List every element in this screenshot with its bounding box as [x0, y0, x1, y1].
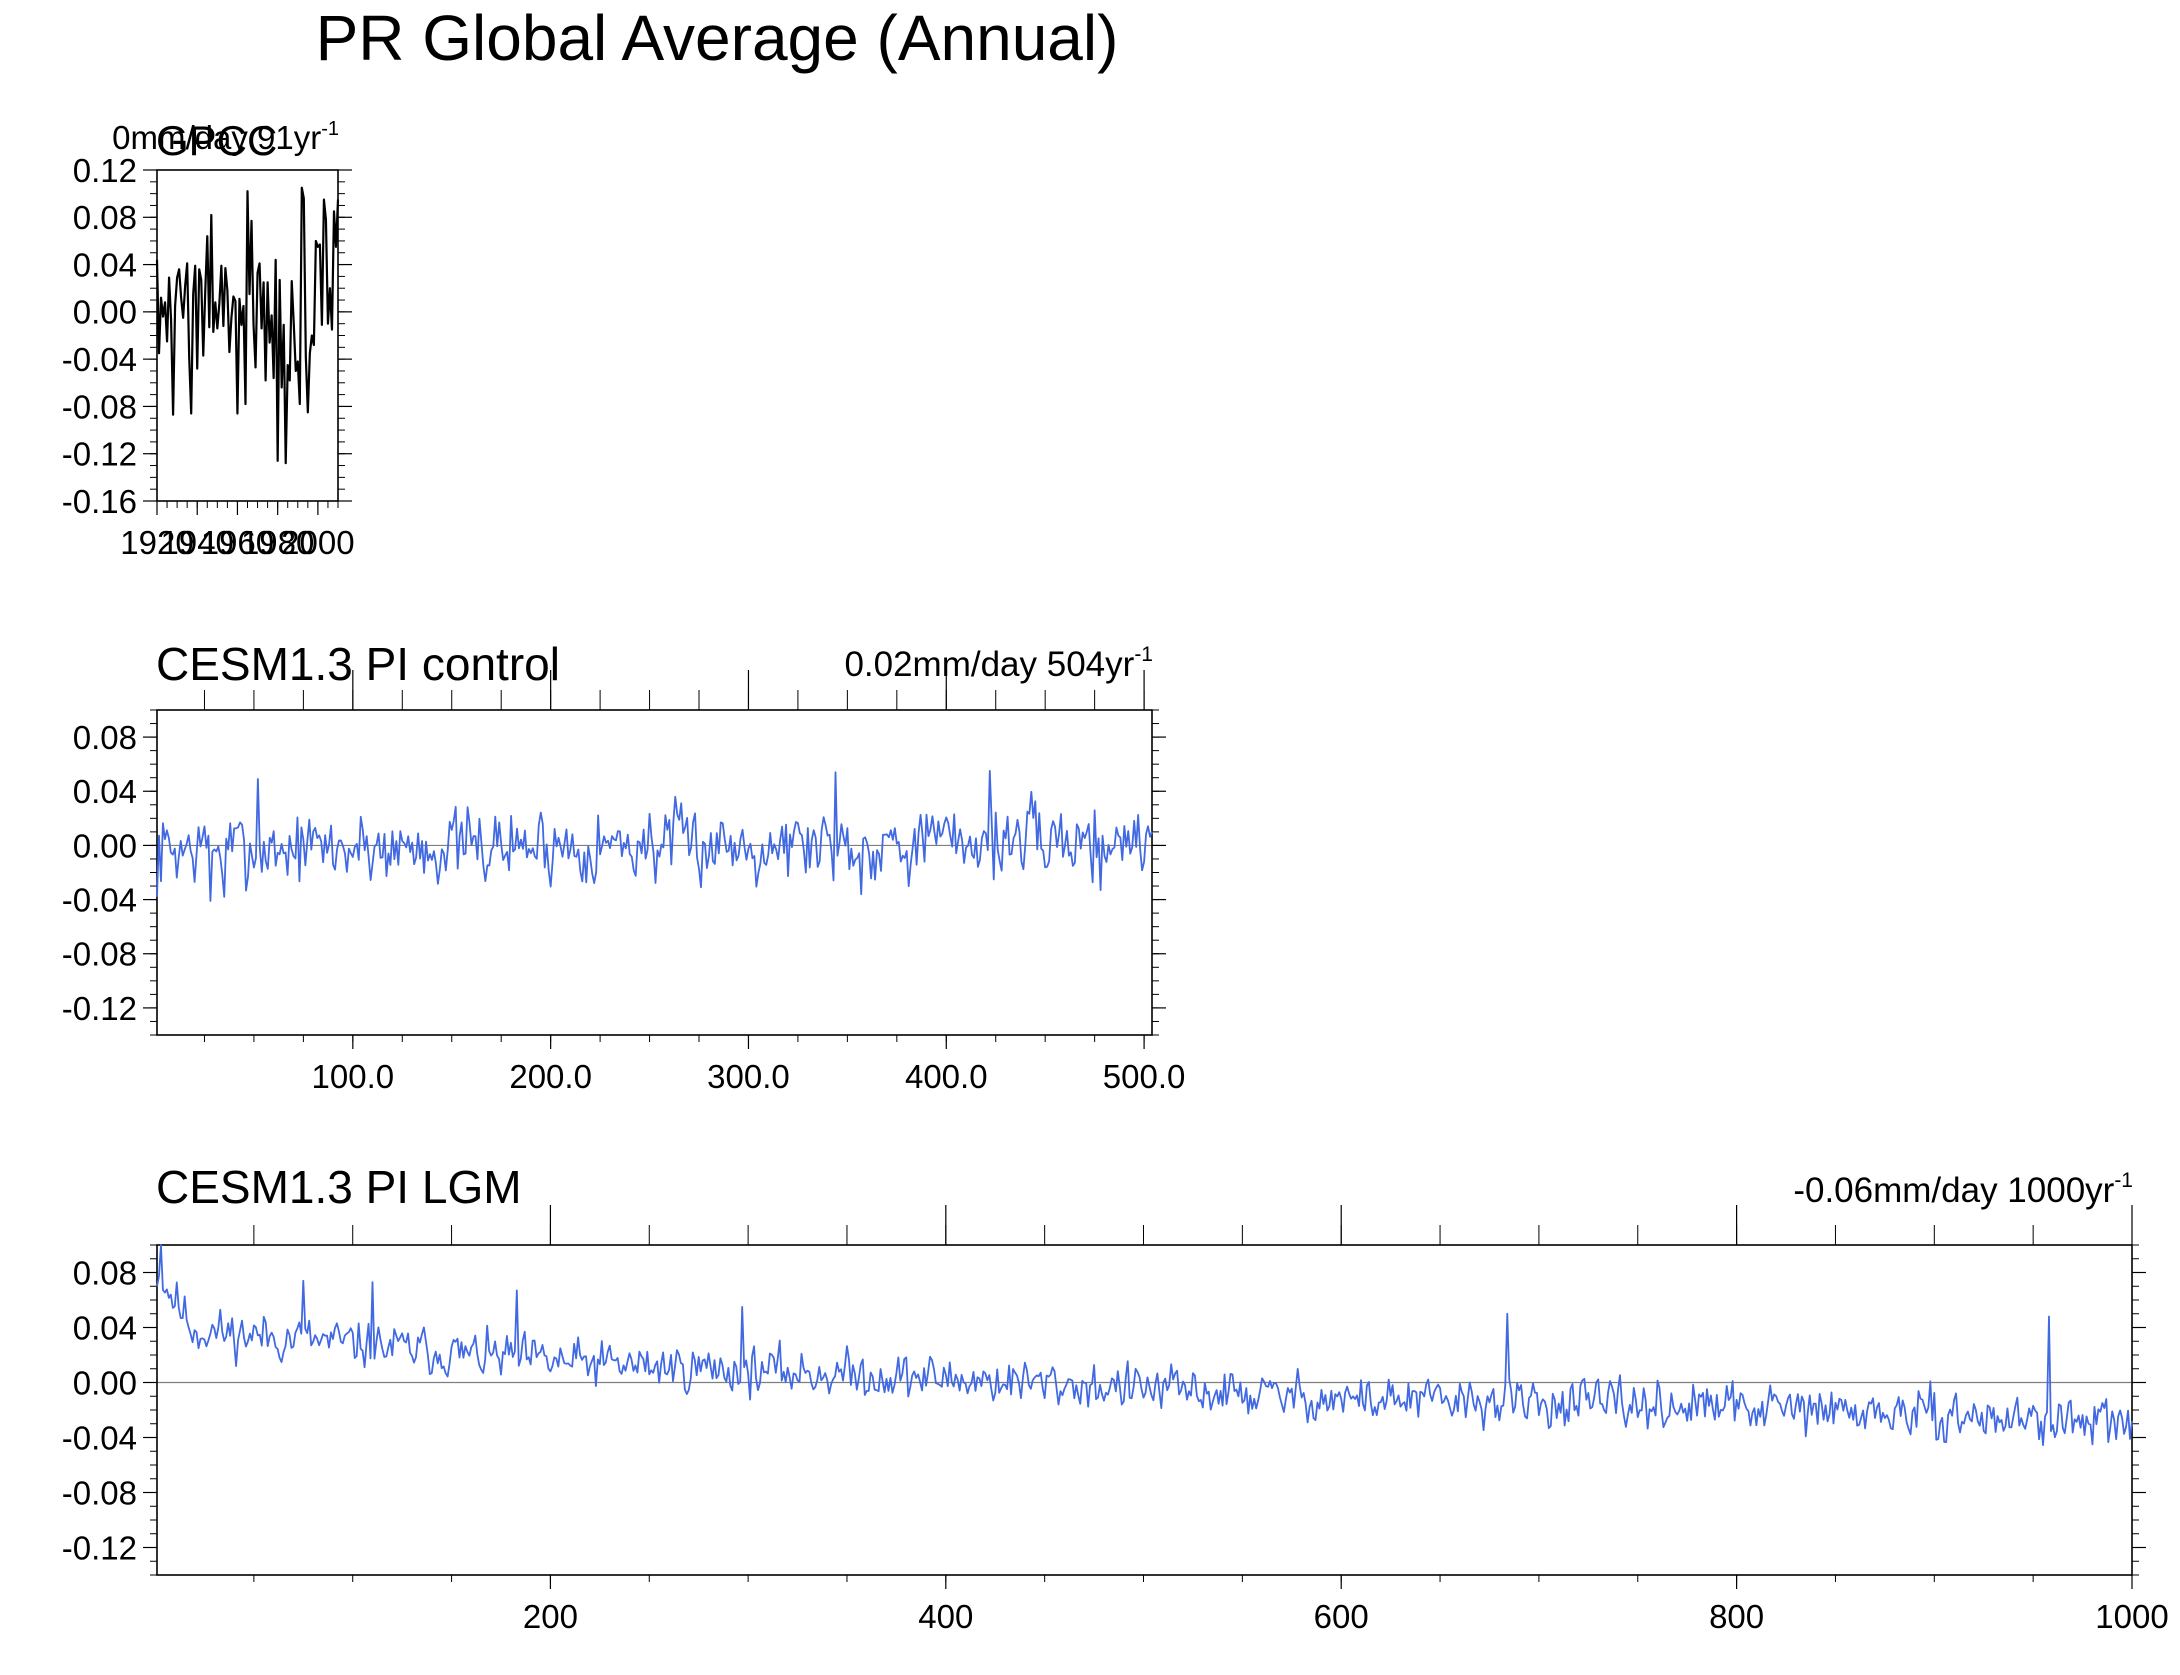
- y-tick-label: -0.12: [62, 990, 137, 1027]
- plot-frame: [156, 1244, 2133, 1576]
- series-layer: [155, 186, 340, 465]
- series-line-0: [156, 770, 1153, 902]
- annotation-text: 0.02mm/day 504yr: [844, 645, 1134, 684]
- y-tick-label: 0.08: [73, 719, 137, 756]
- x-tick-label: 200: [523, 1598, 578, 1635]
- series-line-0: [156, 1244, 2133, 1446]
- axes: 0.08 0.04 0.00 -0.04 -0.08 -0.12 200 400 600 800 1…: [62, 1205, 2169, 1635]
- y-tick-label: 0.04: [73, 1309, 137, 1346]
- y-tick-label: -0.08: [62, 1474, 137, 1511]
- x-tick-label: 800: [1709, 1598, 1764, 1635]
- x-tick-label: 200.0: [509, 1058, 592, 1095]
- axes: 0.08 0.04 0.00 -0.04 -0.08 -0.12 100.0 200.0 300…: [62, 670, 1186, 1095]
- figure-title: PR Global Average (Annual): [316, 2, 1119, 74]
- x-tick-label: 1920: [120, 524, 193, 561]
- panel-annotation: -0.06mm/day 1000yr-1: [1793, 1169, 2133, 1210]
- y-tick-label: 0.08: [73, 199, 137, 236]
- annotation-superscript: -1: [321, 118, 339, 140]
- y-tick-label: -0.04: [62, 881, 137, 918]
- panel-title: CESM1.3 PI control: [156, 638, 560, 690]
- x-tick-label: 500.0: [1103, 1058, 1186, 1095]
- chart-panel-pi-lgm: CESM1.3 PI LGM -0.06mm/day 1000yr-1 0.08…: [62, 1161, 2169, 1635]
- x-tick-label: 400: [918, 1598, 973, 1635]
- y-tick-label: 0.12: [73, 152, 137, 189]
- y-tick-label: -0.16: [62, 483, 137, 520]
- annotation-superscript: -1: [1134, 643, 1153, 666]
- series-line-0: [155, 186, 340, 465]
- y-tick-label: -0.12: [62, 1529, 137, 1566]
- y-tick-label: 0.00: [73, 1364, 137, 1401]
- axes: 0.12 0.08 0.04 0.00 -0.04 -0.08 -0.12 -0.16 1920…: [62, 152, 355, 561]
- annotation-text: 0mm/day 91yr: [112, 119, 321, 156]
- y-tick-label: 0.04: [73, 773, 137, 810]
- y-tick-label: 0.00: [73, 294, 137, 331]
- x-tick-label: 2000: [281, 524, 354, 561]
- y-tick-label: 0.04: [73, 246, 137, 283]
- x-tick-label: 1940: [161, 524, 234, 561]
- plot-frame: [156, 169, 339, 502]
- y-tick-label: 0.08: [73, 1254, 137, 1291]
- y-tick-label: -0.08: [62, 936, 137, 973]
- y-tick-label: -0.08: [62, 388, 137, 425]
- annotation-text: -0.06mm/day 1000yr: [1793, 1171, 2114, 1210]
- panel-annotation: 0.02mm/day 504yr-1: [844, 643, 1153, 684]
- annotation-superscript: -1: [2114, 1169, 2133, 1192]
- y-tick-label: 0.00: [73, 827, 137, 864]
- panel-annotation: 0mm/day 91yr-1: [112, 118, 339, 156]
- x-tick-label: 1000: [2095, 1598, 2168, 1635]
- x-tick-label: 300.0: [707, 1058, 790, 1095]
- panel-title: CESM1.3 PI LGM: [156, 1161, 522, 1213]
- chart-panel-pi-control: CESM1.3 PI control 0.02mm/day 504yr-1 0.…: [62, 638, 1186, 1095]
- series-layer: [156, 1244, 2133, 1446]
- y-tick-label: -0.12: [62, 436, 137, 473]
- y-tick-label: -0.04: [62, 1419, 137, 1456]
- x-tick-label: 400.0: [905, 1058, 988, 1095]
- y-tick-label: -0.04: [62, 341, 137, 378]
- x-tick-label: 600: [1314, 1598, 1369, 1635]
- x-tick-label: 1960: [201, 524, 274, 561]
- series-layer: [156, 770, 1153, 902]
- chart-panel-gpcc: GPCC 0mm/day 91yr-1 0.12 0.08 0.04 0.00 -0.0…: [62, 117, 355, 561]
- x-tick-label: 100.0: [312, 1058, 395, 1095]
- panel-title: GPCC: [156, 117, 277, 164]
- x-tick-label: 1980: [241, 524, 314, 561]
